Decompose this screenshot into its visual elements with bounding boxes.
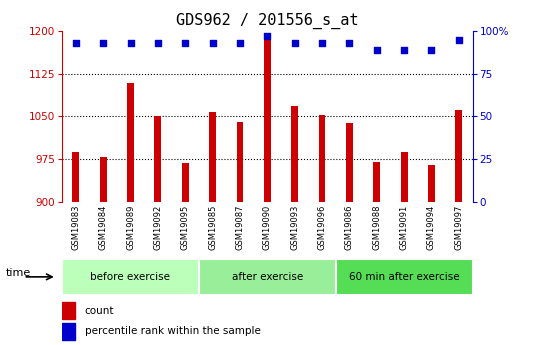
Text: GSM19089: GSM19089 [126, 205, 135, 250]
Bar [455, 110, 462, 202]
Text: GSM19093: GSM19093 [290, 205, 299, 250]
Point [291, 40, 299, 46]
Bar [62, 302, 75, 319]
Point [181, 40, 190, 46]
Text: GSM19084: GSM19084 [99, 205, 107, 250]
Point [455, 37, 463, 42]
Bar [428, 165, 435, 202]
Bar [62, 323, 75, 340]
Text: GSM19096: GSM19096 [318, 205, 327, 250]
Text: after exercise: after exercise [232, 272, 303, 282]
Point [318, 40, 326, 46]
Bar [264, 40, 271, 202]
Bar [72, 152, 79, 202]
Bar [62, 259, 199, 295]
Text: GSM19087: GSM19087 [235, 205, 245, 250]
Text: GSM19090: GSM19090 [263, 205, 272, 250]
Bar [401, 152, 408, 202]
Point [153, 40, 162, 46]
Bar [336, 259, 472, 295]
Bar [237, 122, 244, 202]
Text: percentile rank within the sample: percentile rank within the sample [85, 326, 260, 336]
Bar [182, 163, 188, 202]
Point [345, 40, 354, 46]
Point [235, 40, 244, 46]
Bar [373, 162, 380, 202]
Bar [154, 116, 161, 202]
Text: GSM19086: GSM19086 [345, 205, 354, 250]
Bar [319, 115, 326, 202]
Bar [346, 123, 353, 202]
Text: time: time [5, 268, 31, 278]
Bar [209, 112, 216, 202]
Text: GSM19095: GSM19095 [181, 205, 190, 250]
Text: GSM19091: GSM19091 [400, 205, 409, 250]
Bar [291, 106, 298, 202]
Bar [127, 83, 134, 202]
Point [373, 47, 381, 52]
Point [99, 40, 107, 46]
Text: before exercise: before exercise [91, 272, 171, 282]
Bar [199, 259, 336, 295]
Point [400, 47, 408, 52]
Point [263, 33, 272, 39]
Point [126, 40, 135, 46]
Text: GSM19097: GSM19097 [454, 205, 463, 250]
Point [71, 40, 80, 46]
Text: GSM19083: GSM19083 [71, 205, 80, 250]
Text: GDS962 / 201556_s_at: GDS962 / 201556_s_at [176, 13, 359, 29]
Text: count: count [85, 306, 114, 316]
Point [208, 40, 217, 46]
Text: GSM19092: GSM19092 [153, 205, 163, 250]
Text: 60 min after exercise: 60 min after exercise [349, 272, 460, 282]
Text: GSM19085: GSM19085 [208, 205, 217, 250]
Point [427, 47, 436, 52]
Text: GSM19088: GSM19088 [372, 205, 381, 250]
Bar [100, 157, 106, 202]
Text: GSM19094: GSM19094 [427, 205, 436, 250]
